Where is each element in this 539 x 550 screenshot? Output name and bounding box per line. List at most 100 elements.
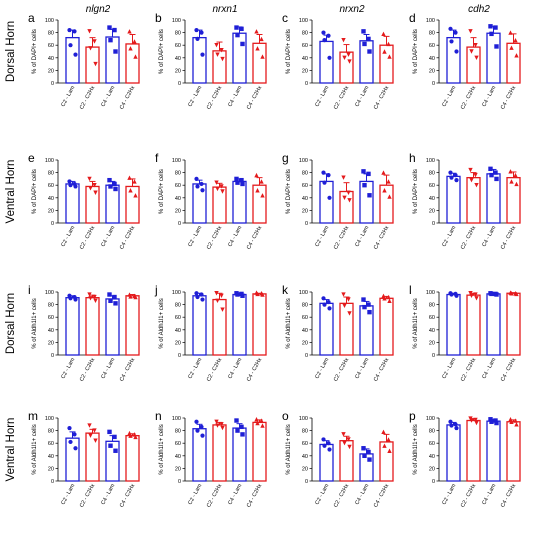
y-tick-label: 0: [51, 353, 54, 359]
x-category-label: C4 - C2Hx: [246, 357, 263, 383]
data-point: [112, 434, 117, 440]
data-point: [362, 41, 367, 47]
y-tick-label: 40: [302, 454, 308, 460]
bar: [339, 440, 354, 482]
data-point: [128, 46, 133, 51]
data-point: [219, 422, 224, 427]
data-point: [240, 432, 245, 437]
y-tick-label: 100: [299, 158, 308, 164]
data-point: [453, 422, 458, 427]
data-point: [474, 296, 479, 301]
bar: [379, 184, 394, 224]
data-point: [108, 37, 113, 43]
x-category-label: C4 - C2Hx: [373, 225, 390, 251]
panel-letter-g: g: [282, 151, 289, 165]
bar: [446, 293, 461, 356]
data-point: [259, 418, 264, 423]
data-point: [127, 175, 132, 180]
panel-i: i% of Aldh1l1+ cells 0 20 40 60 80 100 C2 - Lam…: [28, 283, 140, 383]
bar: [466, 294, 481, 356]
data-point: [214, 43, 219, 48]
data-point: [133, 193, 138, 198]
data-point: [215, 423, 220, 428]
data-point: [68, 183, 73, 188]
data-point: [341, 292, 346, 297]
y-tick-label: 80: [429, 171, 435, 177]
x-category-label: C2 - C2Hx: [460, 483, 477, 509]
data-point: [200, 297, 205, 302]
data-point: [362, 183, 367, 188]
y-tick-label: 40: [175, 328, 181, 334]
data-point: [347, 444, 352, 450]
data-point: [454, 178, 459, 183]
data-point: [234, 418, 239, 423]
y-tick-label: 20: [48, 68, 54, 74]
data-point: [326, 173, 331, 178]
data-point: [199, 30, 204, 35]
data-point: [448, 419, 453, 424]
data-point: [494, 420, 499, 426]
data-point: [67, 27, 72, 33]
data-point: [93, 61, 98, 67]
y-tick-label: 40: [48, 454, 54, 460]
panel-d: d % of DAPI+ cells 0 20 40 60 80 100 C2 - Lam C2 …: [409, 11, 521, 111]
x-category-label: C2 - Lam: [314, 85, 330, 108]
x-category-label: C2 - Lam: [187, 225, 203, 248]
data-point: [200, 188, 205, 193]
y-tick-label: 100: [45, 290, 54, 296]
x-category-label: C2 - Lam: [187, 357, 203, 380]
data-point: [87, 423, 92, 428]
bar: [252, 184, 267, 224]
x-category-label: C4 - C2Hx: [246, 483, 263, 509]
panel-letter-o: o: [282, 409, 289, 423]
x-category-label: C2 - Lam: [314, 225, 330, 248]
data-point: [381, 170, 386, 175]
bar: [232, 180, 247, 224]
panel-letter-f: f: [155, 151, 159, 165]
bar: [506, 292, 521, 356]
y-tick-label: 40: [175, 196, 181, 202]
y-axis-label: % of DAPI+ cells: [32, 169, 38, 214]
y-tick-label: 20: [302, 340, 308, 346]
bar: [192, 295, 207, 356]
panel-n: n% of Aldh1l1+ cells 0 20 40 60 80 100 C2 - Lam…: [155, 409, 267, 509]
data-point: [235, 428, 240, 433]
data-point: [489, 31, 494, 37]
x-category-label: C2 - C2Hx: [333, 357, 350, 383]
data-point: [468, 167, 473, 173]
x-category-label: C4 - Lam: [227, 85, 243, 108]
data-point: [449, 175, 454, 180]
data-point: [473, 43, 478, 48]
x-category-label: C4 - C2Hx: [246, 225, 263, 251]
data-point: [194, 27, 199, 33]
data-point: [93, 298, 98, 304]
bar: [319, 180, 334, 224]
y-tick-label: 40: [429, 56, 435, 62]
data-point: [387, 194, 392, 199]
data-point: [88, 296, 93, 301]
bar: [125, 434, 140, 482]
x-category-label: C4 - Lam: [227, 357, 243, 380]
x-category-label: C4 - C2Hx: [119, 225, 136, 251]
data-point: [321, 437, 326, 442]
data-point: [240, 293, 245, 298]
data-point: [347, 198, 352, 203]
x-category-label: C2 - C2Hx: [460, 85, 477, 111]
data-point: [112, 181, 117, 187]
x-category-label: C2 - C2Hx: [460, 357, 477, 383]
y-tick-label: 40: [302, 328, 308, 334]
y-tick-label: 100: [426, 18, 435, 24]
data-point: [92, 294, 97, 300]
data-point: [493, 25, 498, 30]
data-point: [234, 25, 239, 30]
y-tick-label: 60: [175, 183, 181, 189]
data-point: [346, 190, 351, 195]
bar: [339, 51, 354, 84]
data-point: [454, 293, 459, 298]
y-tick-label: 40: [175, 56, 181, 62]
y-tick-label: 20: [429, 208, 435, 214]
data-point: [488, 24, 493, 29]
data-point: [128, 188, 133, 193]
bar: [105, 298, 120, 356]
panel-f: f% of DAPI+ cells 0 20 40 60 80 100 C2 - Lam C2 …: [155, 151, 267, 251]
